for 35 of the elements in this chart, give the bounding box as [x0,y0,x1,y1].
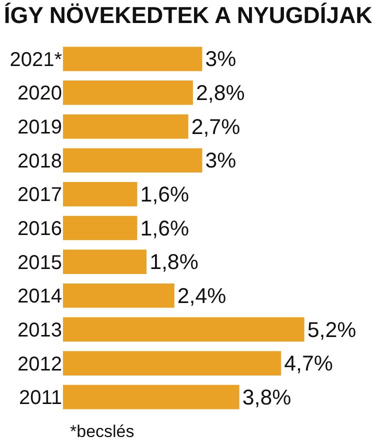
data-label: 3,8% [242,385,292,410]
y-tick-label: 2015 [18,252,62,274]
data-label: 1,8% [150,250,198,274]
data-label: 5,2% [307,318,356,342]
bar [63,216,138,240]
data-label: 3% [205,47,236,72]
bar [63,80,193,105]
data-label: 1,6% [140,216,190,240]
y-tick-label: 2016 [18,218,62,240]
y-tick-label: 2014 [18,286,62,308]
y-tick-label: 2011 [18,387,62,410]
data-label: 2,7% [191,114,240,139]
bar [63,250,147,274]
y-tick-label: 2017 [18,184,62,206]
data-label: 3% [205,148,236,173]
y-tick-label: 2018 [18,150,62,172]
data-label: 1,6% [140,182,190,206]
y-tick-label: 2019 [18,116,62,139]
data-label: 2,4% [177,284,226,308]
y-tick-label: 2012 [18,353,62,376]
bar [63,114,188,139]
y-tick-label: 2013 [18,319,62,342]
bar [63,283,174,308]
bar [63,384,240,410]
bar [63,148,202,173]
bar [63,46,202,72]
text: *becslés [70,422,134,441]
bar [63,351,282,376]
chart-title: ÍGY NÖVEKEDTEK A NYUGDÍJAK [4,2,373,28]
data-label: 4,7% [284,352,333,376]
bar [63,317,304,342]
y-tick-label: 2021* [10,48,62,71]
bar [63,182,138,206]
y-tick-label: 2020 [18,82,62,105]
data-label: 2,8% [196,81,245,106]
